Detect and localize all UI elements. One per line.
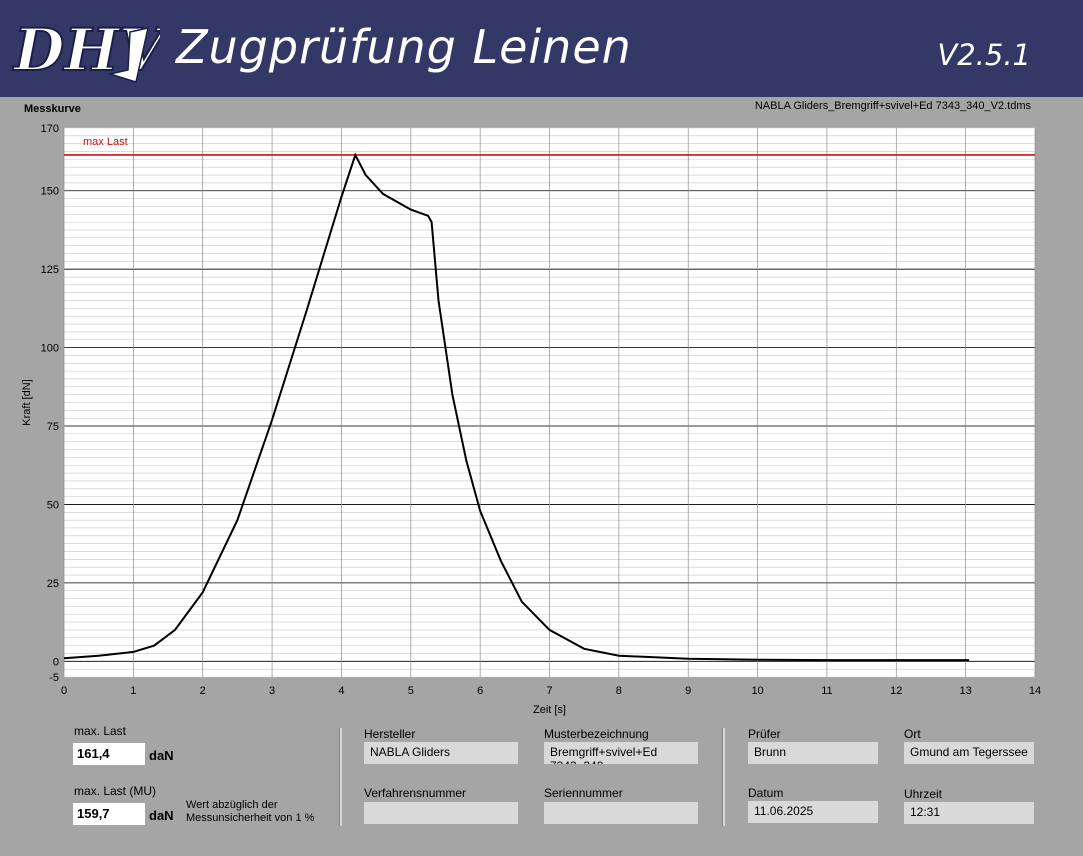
x-tick-label: 12 xyxy=(890,685,902,697)
x-tick-label: 5 xyxy=(408,685,414,697)
app-header: DHV Zugprüfung Leinen V2.5.1 xyxy=(0,0,1083,97)
max-last-mu-label: max. Last (MU) xyxy=(74,784,157,798)
max-last-value: 161,4 xyxy=(73,743,145,765)
y-tick-label: 100 xyxy=(41,343,59,355)
x-tick-label: 6 xyxy=(477,685,483,697)
force-curve xyxy=(63,152,970,662)
y-tick-label: -5 xyxy=(49,672,59,684)
x-tick-label: 0 xyxy=(61,685,67,697)
max-last-unit: daN xyxy=(149,748,174,763)
x-tick-label: 13 xyxy=(960,685,972,697)
datum-field[interactable]: 11.06.2025 xyxy=(748,801,878,823)
y-tick-label: 125 xyxy=(41,264,59,276)
mu-note: Wert abzüglich der Messunsicherheit von … xyxy=(186,799,315,824)
max-last-label: max. Last xyxy=(74,724,127,738)
musterbezeichnung-field[interactable]: Bremgriff+svivel+Ed 7343_340 xyxy=(544,742,698,764)
ort-label: Ort xyxy=(904,727,921,741)
x-axis-label: Zeit [s] xyxy=(533,704,566,716)
x-tick-label: 14 xyxy=(1029,685,1041,697)
max-last-line-label: max Last xyxy=(83,136,128,148)
y-tick-label: 25 xyxy=(47,578,59,590)
chart-panel-title: Messkurve xyxy=(24,103,81,115)
x-tick-label: 2 xyxy=(200,685,206,697)
separator-2 xyxy=(722,728,725,826)
uhrzeit-field[interactable]: 12:31 xyxy=(904,802,1034,824)
y-tick-label: 75 xyxy=(47,421,59,433)
x-tick-label: 3 xyxy=(269,685,275,697)
pruefer-field[interactable]: Brunn xyxy=(748,742,878,764)
max-last-mu-value: 159,7 xyxy=(73,803,145,825)
x-tick-label: 1 xyxy=(130,685,136,697)
verfahrensnummer-label: Verfahrensnummer xyxy=(364,786,467,800)
x-tick-label: 11 xyxy=(821,685,832,697)
separator-1 xyxy=(339,728,342,826)
y-tick-label: 170 xyxy=(41,123,59,135)
x-tick-label: 10 xyxy=(751,685,763,697)
datum-label: Datum xyxy=(748,786,784,800)
y-tick-label: 50 xyxy=(47,499,59,511)
verfahrensnummer-field[interactable] xyxy=(364,802,518,824)
hersteller-field[interactable]: NABLA Gliders xyxy=(364,742,518,764)
version-label: V2.5.1 xyxy=(937,38,1031,72)
musterbezeichnung-label: Musterbezeichnung xyxy=(544,727,649,741)
app-title: Zugprüfung Leinen xyxy=(176,20,632,74)
seriennummer-label: Seriennummer xyxy=(544,786,623,800)
ort-field[interactable]: Gmund am Tegerssee xyxy=(904,742,1034,764)
dhv-logo: DHV xyxy=(11,15,160,85)
x-tick-label: 7 xyxy=(546,685,552,697)
pruefer-label: Prüfer xyxy=(748,727,781,741)
hersteller-label: Hersteller xyxy=(364,727,416,741)
y-tick-label: 0 xyxy=(53,656,59,668)
seriennummer-field[interactable] xyxy=(544,802,698,824)
y-axis-label: Kraft [dN] xyxy=(21,379,33,425)
uhrzeit-label: Uhrzeit xyxy=(904,787,943,801)
x-tick-label: 8 xyxy=(616,685,622,697)
file-name-label: NABLA Gliders_Bremgriff+svivel+Ed 7343_3… xyxy=(754,100,1031,112)
max-last-mu-unit: daN xyxy=(149,808,174,823)
x-tick-label: 9 xyxy=(685,685,691,697)
x-tick-label: 4 xyxy=(338,685,344,697)
y-tick-label: 150 xyxy=(41,186,59,198)
